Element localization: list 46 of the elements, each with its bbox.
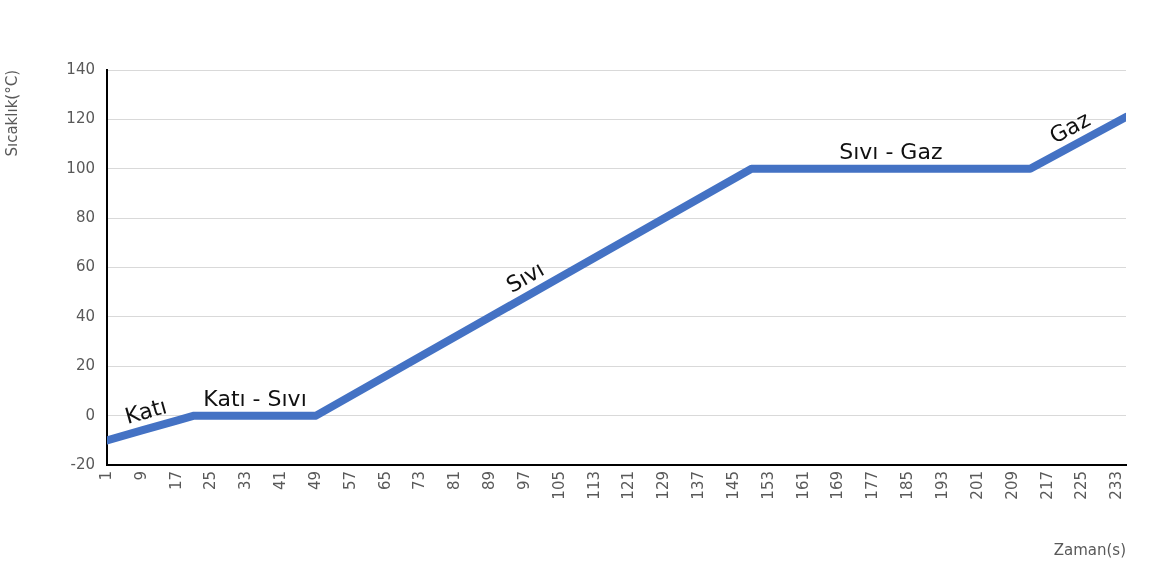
x-tick-label: 9: [131, 471, 150, 481]
x-tick-label: 137: [689, 471, 708, 500]
annotation: Katı: [122, 393, 170, 429]
x-tick-label: 89: [480, 471, 499, 491]
y-tick-label: -20: [70, 454, 95, 473]
x-tick-label: 145: [723, 471, 742, 500]
y-tick-label: 100: [66, 158, 95, 177]
y-tick-label: 40: [75, 306, 95, 325]
x-tick-label: 113: [584, 471, 603, 500]
y-tick-label: 140: [66, 59, 95, 78]
y-tick-label: 120: [66, 109, 95, 128]
x-tick-label: 177: [863, 471, 882, 500]
x-tick-label: 81: [445, 471, 464, 491]
x-tick-label: 17: [166, 471, 185, 491]
annotation: Katı - Sıvı: [203, 385, 307, 411]
annotation: Sıvı: [501, 256, 549, 298]
x-tick-label: 169: [828, 471, 847, 500]
annotation: Sıvı - Gaz: [839, 138, 943, 164]
x-tick-label: 129: [654, 471, 673, 500]
y-axis-title: Sıcaklık(°C): [2, 70, 21, 157]
x-tick-label: 185: [898, 471, 917, 500]
x-tick-label: 41: [271, 471, 290, 491]
x-tick-label: 1: [96, 471, 115, 481]
y-tick-label: 0: [85, 405, 95, 424]
x-tick-label: 225: [1072, 471, 1091, 500]
x-tick-label: 233: [1107, 471, 1126, 500]
y-tick-label: 80: [75, 208, 95, 227]
x-axis-title: Zaman(s): [1053, 540, 1126, 559]
x-tick-label: 217: [1037, 471, 1056, 500]
x-tick-label: 209: [1002, 471, 1021, 500]
x-tick-label: 97: [514, 471, 533, 491]
x-tick-label: 65: [375, 471, 394, 491]
y-tick-label: 20: [75, 356, 95, 375]
x-tick-label: 25: [201, 471, 220, 491]
x-tick-label: 201: [967, 471, 986, 500]
x-tick-label: 57: [340, 471, 359, 491]
x-tick-label: 49: [305, 471, 324, 491]
x-tick-label: 73: [410, 471, 429, 491]
x-tick-label: 33: [236, 471, 255, 491]
y-tick-label: 60: [75, 257, 95, 276]
annotation: Gaz: [1045, 106, 1095, 149]
x-tick-label: 105: [549, 471, 568, 500]
x-tick-label: 193: [932, 471, 951, 500]
x-tick-label: 153: [758, 471, 777, 500]
x-tick-label: 121: [619, 471, 638, 500]
x-tick-label: 161: [793, 471, 812, 500]
